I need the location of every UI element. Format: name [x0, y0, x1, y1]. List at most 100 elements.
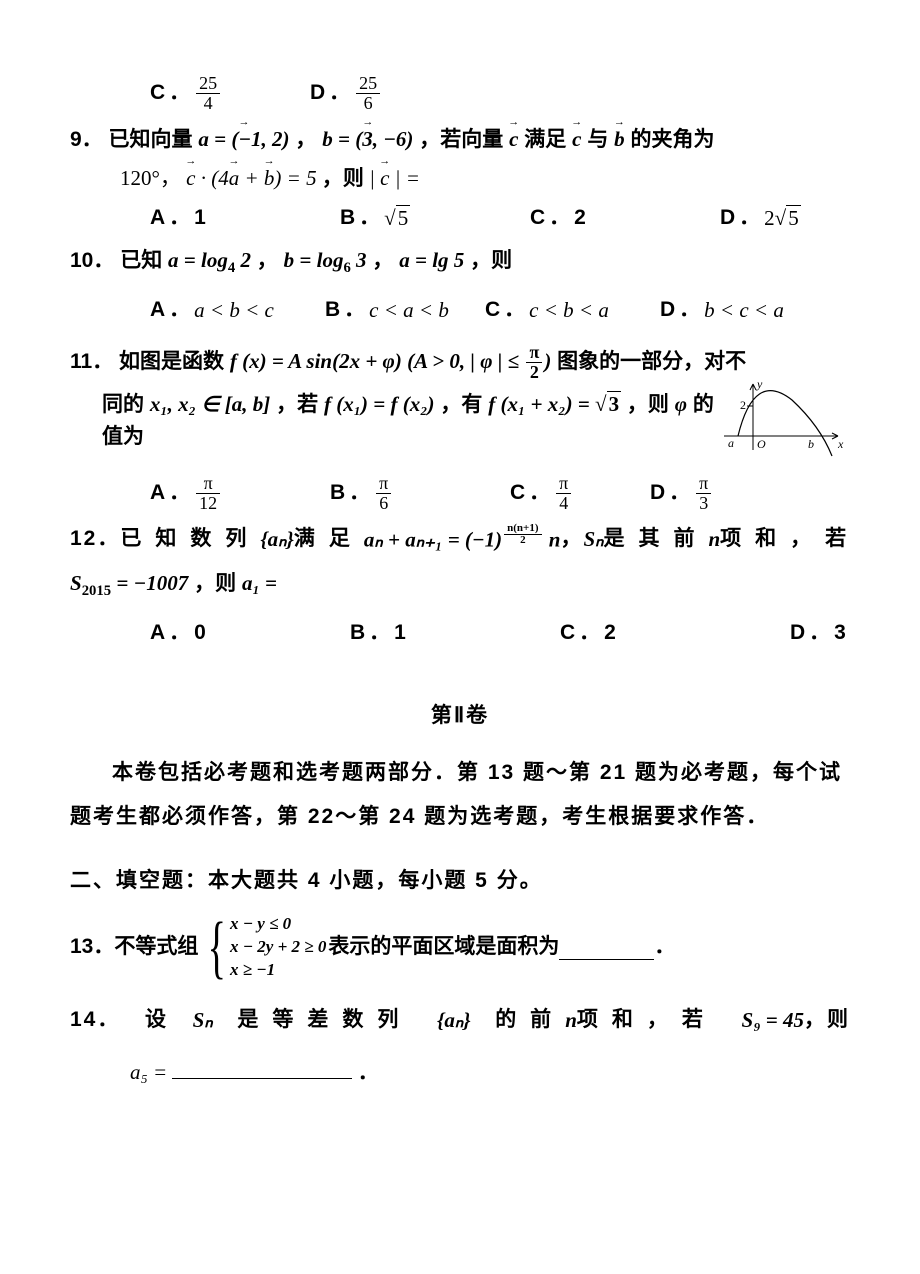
q14-line2: a₅ = ．: [70, 1055, 850, 1090]
option-letter: D．: [310, 77, 354, 110]
sequence: {aₙ}: [437, 1004, 471, 1037]
q11-options: A． π12 B． π6 C． π4 D． π3: [70, 474, 850, 513]
degrees: 120°，: [120, 166, 181, 190]
q13: 13． 不等式组 { x − y ≤ 0 x − 2y + 2 ≥ 0 x ≥ …: [70, 913, 850, 982]
option-letter: A．: [150, 294, 194, 327]
text: 图象的一部分，对不: [557, 350, 746, 373]
q11-opt-a: A． π12: [150, 474, 330, 513]
vector-b: →b = (3, −6): [322, 123, 413, 156]
text: 已知: [120, 249, 162, 272]
q9-text: 已知向量: [109, 128, 193, 151]
n-italic: n: [565, 1004, 577, 1037]
text: 设: [145, 1004, 168, 1037]
q8-opt-c: C． 25 4: [150, 74, 310, 113]
answer-blank[interactable]: [172, 1055, 352, 1079]
svg-text:O: O: [757, 437, 766, 451]
option-math: c < a < b: [369, 294, 449, 327]
q8-options-cd: C． 25 4 D． 25 6: [70, 74, 850, 113]
comma: ，: [560, 523, 583, 556]
option-letter: A．: [150, 617, 194, 650]
then: ，则: [470, 249, 512, 272]
option-math: b < c < a: [704, 294, 784, 327]
ineq-row: x − y ≤ 0: [230, 914, 291, 933]
q12-opt-d: D． 3: [790, 617, 880, 650]
norm-c: | →c | =: [369, 166, 420, 190]
q14-number: 14．: [70, 1008, 120, 1031]
q9-text: 的夹角为: [631, 128, 715, 151]
q8-opt-d: D． 25 6: [310, 74, 470, 113]
q11-number: 11．: [70, 350, 113, 373]
inequality-system: { x − y ≤ 0 x − 2y + 2 ≥ 0 x ≥ −1: [200, 913, 326, 982]
q9-text: 与: [587, 128, 608, 151]
text: 项和，若: [577, 1004, 717, 1037]
text: ，若: [276, 393, 318, 416]
vector-a: →a = (−1, 2): [198, 123, 289, 156]
q12-opt-c: C． 2: [560, 617, 790, 650]
svg-text:b: b: [808, 437, 814, 451]
q12-number: 12．: [70, 527, 120, 550]
option-letter: C．: [485, 294, 529, 327]
q10-opt-c: C． c < b < a: [485, 294, 660, 327]
q9-opt-a: A． 1: [150, 202, 340, 235]
q11-line2: 同的 x₁, x₂ ∈ [a, b] ，若 f (x₁) = f (x₂) ，有…: [70, 388, 850, 468]
comma: ，: [295, 128, 316, 151]
text: 是其前: [603, 523, 708, 556]
option-value: 1: [194, 202, 206, 235]
then: ，则: [194, 572, 236, 595]
text: ，则: [804, 1004, 850, 1037]
sn: Sₙ: [583, 523, 603, 556]
q9-options: A． 1 B． √5 C． 2 D． 2√5: [70, 202, 850, 235]
text: 的前: [495, 1004, 565, 1037]
option-letter: B．: [325, 294, 369, 327]
comma: ，: [257, 249, 278, 272]
q10-opt-d: D． b < c < a: [660, 294, 810, 327]
sine-graph-icon: y 2 a O b x: [720, 378, 850, 468]
q11-opt-d: D． π3: [650, 474, 790, 513]
part2-paragraph: 本卷包括必考题和选考题两部分．第 13 题～第 21 题为必考题，每个试题考生都…: [70, 751, 850, 839]
q9-opt-d: D． 2√5: [720, 202, 860, 235]
a1-eq: a₁ =: [242, 571, 277, 595]
fraction: π4: [556, 474, 571, 513]
text: 表示的平面区域是面积为: [328, 931, 559, 964]
q13-number: 13．: [70, 931, 114, 964]
part2-section-heading: 二、填空题：本大题共 4 小题，每小题 5 分。: [70, 865, 850, 898]
text: 不等式组: [114, 931, 198, 964]
svg-text:2: 2: [740, 398, 746, 412]
option-letter: B．: [350, 617, 394, 650]
option-letter: B．: [340, 202, 384, 235]
q10-options: A． a < b < c B． c < a < b C． c < b < a D…: [70, 294, 850, 327]
q9-opt-c: C． 2: [530, 202, 720, 235]
f-eq: f (x₁) = f (x₂): [324, 392, 435, 416]
option-letter: D．: [660, 294, 704, 327]
f-sum: f (x₁ + x₂) = √3: [488, 391, 621, 416]
q9-number: 9．: [70, 128, 103, 151]
svg-text:a: a: [728, 436, 734, 450]
q9-text: 满足: [524, 128, 566, 151]
recurrence: aₙ + aₙ₊₁ = (−1)n(n+1)2 n: [364, 523, 561, 556]
text: 项和，若: [720, 523, 860, 556]
phi: φ: [675, 392, 687, 416]
q9-line1: 9． 已知向量 →a = (−1, 2) ， →b = (3, −6) ，若向量…: [70, 123, 850, 157]
q12-opt-b: B． 1: [350, 617, 560, 650]
q12-line1: 12． 已知数列 {aₙ} 满足 aₙ + aₙ₊₁ = (−1)n(n+1)2…: [70, 523, 850, 556]
option-value: 0: [194, 617, 206, 650]
q10-opt-a: A． a < b < c: [150, 294, 325, 327]
answer-blank[interactable]: [559, 936, 654, 960]
option-letter: A．: [150, 477, 194, 510]
option-letter: A．: [150, 202, 194, 235]
ineq-row: x − 2y + 2 ≥ 0: [230, 937, 326, 956]
text: 同的: [102, 393, 144, 416]
condition: S₉ = 45: [742, 1004, 804, 1037]
text: 满足: [294, 523, 364, 556]
svg-text:x: x: [837, 437, 844, 451]
q12-line2: S2015 = −1007 ，则 a₁ =: [70, 567, 850, 603]
option-math: c < b < a: [529, 294, 609, 327]
q11-opt-c: C． π4: [510, 474, 650, 513]
q10-number: 10．: [70, 249, 114, 272]
expression: →c · (4→a + →b) = 5: [186, 166, 322, 190]
q11-opt-b: B． π6: [330, 474, 510, 513]
close-paren: ): [544, 349, 551, 373]
fraction: π6: [376, 474, 391, 513]
q11-graph: y 2 a O b x: [720, 388, 850, 468]
option-letter: C．: [530, 202, 574, 235]
